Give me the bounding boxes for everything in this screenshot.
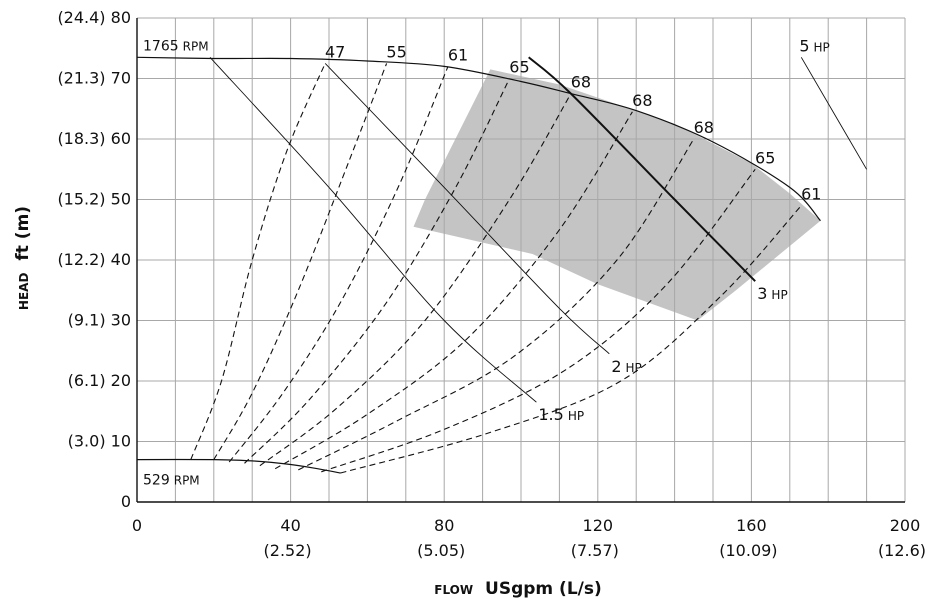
preferred-operating-region-layer bbox=[413, 69, 821, 321]
efficiency-label: 55 bbox=[386, 42, 406, 61]
y-tick-label: (9.1) 30 bbox=[68, 311, 131, 330]
y-tick-label: (15.2) 50 bbox=[57, 190, 131, 209]
x-tick-label: 120 bbox=[583, 516, 614, 535]
efficiency-curve bbox=[244, 78, 510, 464]
x-axis-title-prefix: FLOW bbox=[434, 583, 473, 597]
efficiency-curve bbox=[340, 205, 802, 474]
x-tick-label: 40 bbox=[280, 516, 300, 535]
x-tick-sublabel: (5.05) bbox=[417, 541, 465, 560]
power-label: 1.5 HP bbox=[538, 405, 584, 424]
efficiency-curve bbox=[321, 168, 756, 473]
x-tick-sublabel: (2.52) bbox=[264, 541, 312, 560]
speed-curve bbox=[136, 458, 341, 474]
power-curve bbox=[324, 63, 610, 355]
power-label: 3 HP bbox=[757, 284, 787, 303]
power-label-value: 2 bbox=[611, 357, 621, 376]
preferred-operating-region bbox=[413, 69, 821, 321]
speed-label-value: 529 bbox=[143, 473, 170, 489]
tick-label-layer: 0 (3.0) 10 (6.1) 20 (9.1) 30 (12.2) 40 (15.2)… bbox=[57, 8, 926, 560]
efficiency-curve bbox=[274, 111, 633, 470]
power-label-unit: HP bbox=[568, 409, 584, 423]
speed-label-unit: RPM bbox=[174, 474, 200, 488]
power-label-value: 5 bbox=[799, 36, 809, 55]
efficiency-label: 65 bbox=[509, 58, 529, 77]
efficiency-label: 68 bbox=[571, 73, 591, 92]
efficiency-curve bbox=[190, 63, 326, 460]
power-label: 2 HP bbox=[611, 357, 641, 376]
x-tick-sublabel: (12.6) bbox=[878, 541, 926, 560]
power-label-unit: HP bbox=[771, 288, 787, 302]
efficiency-label: 68 bbox=[632, 91, 652, 110]
x-tick-label: 80 bbox=[434, 516, 454, 535]
y-axis-title-main: ft (m) bbox=[13, 206, 33, 261]
speed-curve bbox=[136, 56, 821, 222]
efficiency-label: 47 bbox=[325, 42, 345, 61]
efficiency-curve bbox=[259, 93, 572, 467]
efficiency-curve bbox=[228, 66, 449, 463]
y-tick-label: (6.1) 20 bbox=[68, 371, 131, 390]
x-axis-title: FLOW USgpm (L/s) bbox=[434, 579, 602, 599]
power-label-unit: HP bbox=[626, 361, 642, 375]
power-label: 5 HP bbox=[799, 36, 829, 55]
power-curve bbox=[800, 57, 867, 170]
power-label-value: 3 bbox=[757, 284, 767, 303]
efficiency-label: 65 bbox=[755, 148, 775, 167]
x-axis-title-main: USgpm (L/s) bbox=[485, 579, 602, 599]
x-tick-label: 0 bbox=[132, 516, 142, 535]
y-tick-label: (12.2) 40 bbox=[57, 250, 131, 269]
power-curve bbox=[209, 56, 537, 403]
efficiency-curve bbox=[298, 138, 695, 471]
y-tick-label: (21.3) 70 bbox=[57, 69, 131, 88]
speed-label-value: 1765 bbox=[143, 38, 179, 54]
x-tick-sublabel: (10.09) bbox=[719, 541, 777, 560]
x-tick-label: 160 bbox=[736, 516, 767, 535]
power-label-value: 1.5 bbox=[538, 405, 563, 424]
y-tick-label: (24.4) 80 bbox=[57, 8, 131, 27]
y-tick-label: 0 bbox=[121, 492, 131, 511]
grid-layer bbox=[137, 17, 906, 502]
speed-label: 529 RPM bbox=[143, 473, 200, 489]
y-axis-title: HEAD ft (m) bbox=[13, 206, 33, 310]
axes-layer bbox=[136, 18, 905, 503]
power-label-unit: HP bbox=[814, 40, 830, 54]
x-tick-label: 200 bbox=[890, 516, 921, 535]
x-tick-sublabel: (7.57) bbox=[571, 541, 619, 560]
y-tick-label: (18.3) 60 bbox=[57, 129, 131, 148]
efficiency-label: 68 bbox=[694, 118, 714, 137]
curve-layer bbox=[136, 56, 867, 474]
efficiency-label: 61 bbox=[448, 45, 468, 64]
speed-label: 1765 RPM bbox=[143, 38, 209, 54]
speed-label-unit: RPM bbox=[183, 39, 209, 53]
y-tick-label: (3.0) 10 bbox=[68, 432, 131, 451]
efficiency-label: 61 bbox=[801, 185, 821, 204]
y-axis-title-prefix: HEAD bbox=[17, 273, 31, 311]
power-curve bbox=[528, 56, 756, 282]
efficiency-curve bbox=[213, 63, 388, 460]
